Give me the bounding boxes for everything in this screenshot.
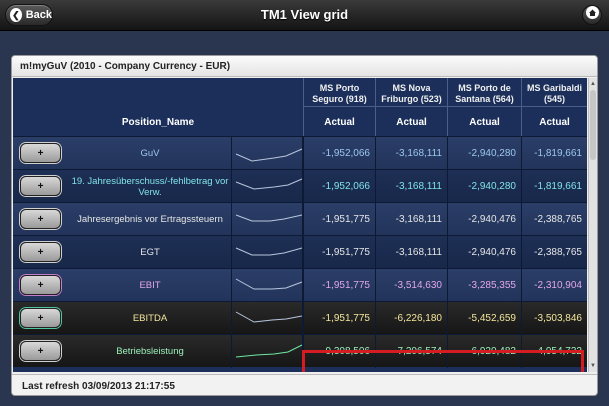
value-cell[interactable]: -3,285,355 bbox=[447, 269, 521, 302]
value-cell[interactable]: -2,940,280 bbox=[447, 170, 521, 203]
expand-button[interactable]: + bbox=[20, 209, 61, 229]
value-cell[interactable]: -3,168,111 bbox=[375, 203, 447, 236]
position-name: Betriebsleistung bbox=[116, 346, 184, 357]
scroll-up-icon[interactable]: ▲ bbox=[590, 81, 596, 87]
value-cell[interactable]: -2,388,765 bbox=[521, 236, 587, 269]
value-cell[interactable]: -3,168,111 bbox=[375, 236, 447, 269]
value-cell[interactable]: -2,940,476 bbox=[447, 203, 521, 236]
column-header[interactable]: MS Porto de Santana (564) Actual bbox=[447, 78, 521, 136]
value-cell[interactable]: -6,226,180 bbox=[375, 302, 447, 335]
view-panel: m!myGuV (2010 - Company Currency - EUR) … bbox=[11, 55, 598, 396]
view-grid: Position_Name MS Porto Seguro (918) Actu… bbox=[13, 78, 587, 372]
grid-rows: + GuV -1,952,066 -3,168,111 -2,940,280 -… bbox=[13, 136, 587, 368]
table-row: + GuV -1,952,066 -3,168,111 -2,940,280 -… bbox=[13, 136, 587, 170]
value-cell[interactable]: -3,168,111 bbox=[375, 137, 447, 170]
scroll-down-icon[interactable]: ▼ bbox=[590, 363, 596, 369]
sparkline-chart bbox=[231, 269, 303, 302]
value-cell[interactable]: -2,310,904 bbox=[521, 269, 587, 302]
value-cell[interactable]: -3,503,846 bbox=[521, 302, 587, 335]
column-name: MS Garibaldi (545) bbox=[526, 83, 582, 104]
value-cell[interactable]: -4,954,732 bbox=[521, 335, 587, 368]
sparkline-chart bbox=[231, 137, 303, 170]
table-row: + Jahresergebnis vor Ertragssteuern -1,9… bbox=[13, 202, 587, 236]
column-name: MS Nova Friburgo (523) bbox=[381, 83, 442, 104]
position-name: EGT bbox=[140, 247, 160, 258]
sparkline-chart bbox=[231, 236, 303, 269]
value-cell[interactable]: -2,940,476 bbox=[447, 236, 521, 269]
last-refresh-status: Last refresh 03/09/2013 21:17:55 bbox=[12, 374, 597, 395]
sparkline-chart bbox=[231, 203, 303, 236]
column-header[interactable]: MS Nova Friburgo (523) Actual bbox=[375, 78, 447, 136]
home-button[interactable] bbox=[582, 5, 602, 25]
value-cell[interactable]: -1,819,661 bbox=[521, 170, 587, 203]
value-cell[interactable]: -1,951,775 bbox=[303, 302, 375, 335]
scroll-thumb[interactable] bbox=[590, 90, 596, 160]
top-bar: ❮ Back TM1 View grid bbox=[0, 0, 609, 31]
value-cell[interactable]: -9,308,506 bbox=[303, 335, 375, 368]
position-name: Jahresergebnis vor Ertragssteuern bbox=[77, 214, 223, 225]
back-button[interactable]: ❮ Back bbox=[5, 4, 53, 26]
panel-title: m!myGuV (2010 - Company Currency - EUR) bbox=[12, 56, 597, 77]
vertical-scrollbar[interactable]: ▲ ▼ bbox=[588, 78, 597, 372]
column-measure: Actual bbox=[324, 117, 355, 128]
column-header[interactable]: MS Garibaldi (545) Actual bbox=[521, 78, 587, 136]
chevron-left-icon: ❮ bbox=[10, 8, 22, 22]
value-cell[interactable]: -1,819,661 bbox=[521, 137, 587, 170]
position-name: EBIT bbox=[139, 280, 161, 291]
value-cell[interactable]: -2,388,765 bbox=[521, 203, 587, 236]
expand-button[interactable]: + bbox=[20, 176, 61, 196]
expand-button[interactable]: + bbox=[20, 275, 61, 295]
position-name: GuV bbox=[140, 148, 160, 159]
value-cell[interactable]: -7,206,574 bbox=[375, 335, 447, 368]
column-measure: Actual bbox=[469, 117, 500, 128]
header-divider bbox=[303, 106, 587, 107]
value-cell[interactable]: -2,940,280 bbox=[447, 137, 521, 170]
value-cell[interactable]: -6,920,482 bbox=[447, 335, 521, 368]
position-name-header[interactable]: Position_Name bbox=[121, 117, 195, 128]
value-cell[interactable]: -1,951,775 bbox=[303, 269, 375, 302]
position-name: 19. Jahresüberschuss/-fehlbetrag vor Ver… bbox=[71, 175, 229, 198]
expand-button[interactable]: + bbox=[20, 341, 61, 361]
value-cell[interactable]: -1,952,066 bbox=[303, 137, 375, 170]
table-row: + EGT -1,951,775 -3,168,111 -2,940,476 -… bbox=[13, 235, 587, 269]
column-header[interactable]: MS Porto Seguro (918) Actual bbox=[303, 78, 375, 136]
sparkline-chart bbox=[231, 335, 303, 368]
expand-button[interactable]: + bbox=[20, 308, 61, 328]
page-title: TM1 View grid bbox=[260, 7, 349, 22]
table-row: + EBIT -1,951,775 -3,514,630 -3,285,355 … bbox=[13, 268, 587, 302]
home-icon bbox=[585, 6, 599, 24]
table-row: + 19. Jahresüberschuss/-fehlbetrag vor V… bbox=[13, 169, 587, 203]
expand-button[interactable]: + bbox=[20, 143, 61, 163]
column-measure: Actual bbox=[396, 117, 427, 128]
column-name: MS Porto de Santana (564) bbox=[455, 83, 514, 104]
grid-header: Position_Name MS Porto Seguro (918) Actu… bbox=[13, 78, 587, 136]
expand-button[interactable]: + bbox=[20, 242, 61, 262]
value-cell[interactable]: -5,452,659 bbox=[447, 302, 521, 335]
value-cell[interactable]: -1,951,775 bbox=[303, 236, 375, 269]
column-name: MS Porto Seguro (918) bbox=[312, 83, 367, 104]
value-cell[interactable]: -3,514,630 bbox=[375, 269, 447, 302]
table-row: + EBITDA -1,951,775 -6,226,180 -5,452,65… bbox=[13, 301, 587, 335]
sparkline-chart bbox=[231, 170, 303, 203]
value-cell[interactable]: -1,951,775 bbox=[303, 203, 375, 236]
value-cell[interactable]: -3,168,111 bbox=[375, 170, 447, 203]
sparkline-chart bbox=[231, 302, 303, 335]
column-measure: Actual bbox=[539, 117, 570, 128]
back-button-label: Back bbox=[25, 9, 52, 21]
table-row: + Betriebsleistung -9,308,506 -7,206,574… bbox=[13, 334, 587, 368]
value-cell[interactable]: -1,952,066 bbox=[303, 170, 375, 203]
position-name: EBITDA bbox=[132, 313, 168, 324]
